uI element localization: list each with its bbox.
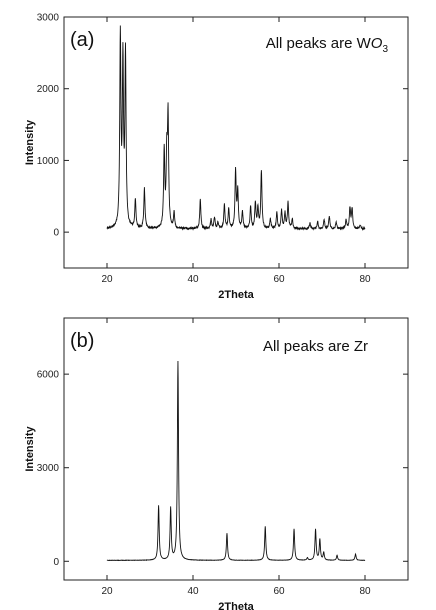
chart-panel-a: 20 40 60 80 0 1000 2000 3000 2Theta Intensity (a) A… (24, 13, 409, 301)
x-tick-label: 40 (187, 586, 199, 597)
y-tick-label: 1000 (37, 156, 60, 167)
panel-label: (a) (70, 29, 94, 51)
y-tick-label: 6000 (37, 370, 60, 381)
xrd-trace (106, 25, 366, 231)
y-tick-label: 0 (53, 557, 59, 568)
x-tick-label: 20 (101, 274, 113, 285)
annotation-text: All peaks are W (266, 35, 372, 52)
x-tick-label: 60 (273, 274, 285, 285)
annotation-text: All peaks are Zr (263, 338, 368, 355)
plot-frame (63, 16, 409, 269)
panel-label: (b) (70, 330, 94, 352)
chart-panel-b: 20 40 60 80 0 3000 6000 2Theta Intensity (b) All p… (24, 317, 409, 610)
xrd-trace (106, 360, 366, 562)
x-tick-label: 80 (359, 274, 371, 285)
x-tick-label: 60 (273, 586, 285, 597)
x-tick-label: 40 (187, 274, 199, 285)
x-tick-label: 80 (359, 586, 371, 597)
phase-annotation: All peaks are Zr (263, 338, 368, 355)
x-axis-title: 2Theta (218, 289, 254, 301)
x-tick-label: 20 (101, 586, 113, 597)
phase-annotation: All peaks are WO3 (266, 35, 389, 55)
annotation-subscript: 3 (382, 44, 388, 55)
y-tick-label: 2000 (37, 84, 60, 95)
annotation-italic: O (371, 35, 383, 52)
y-axis-title: Intensity (24, 119, 36, 165)
y-tick-label: 0 (53, 228, 59, 239)
plot-frame (63, 317, 409, 581)
y-tick-label: 3000 (37, 13, 60, 24)
x-axis-title: 2Theta (218, 601, 254, 610)
y-tick-label: 3000 (37, 463, 60, 474)
y-axis-title: Intensity (24, 426, 36, 472)
